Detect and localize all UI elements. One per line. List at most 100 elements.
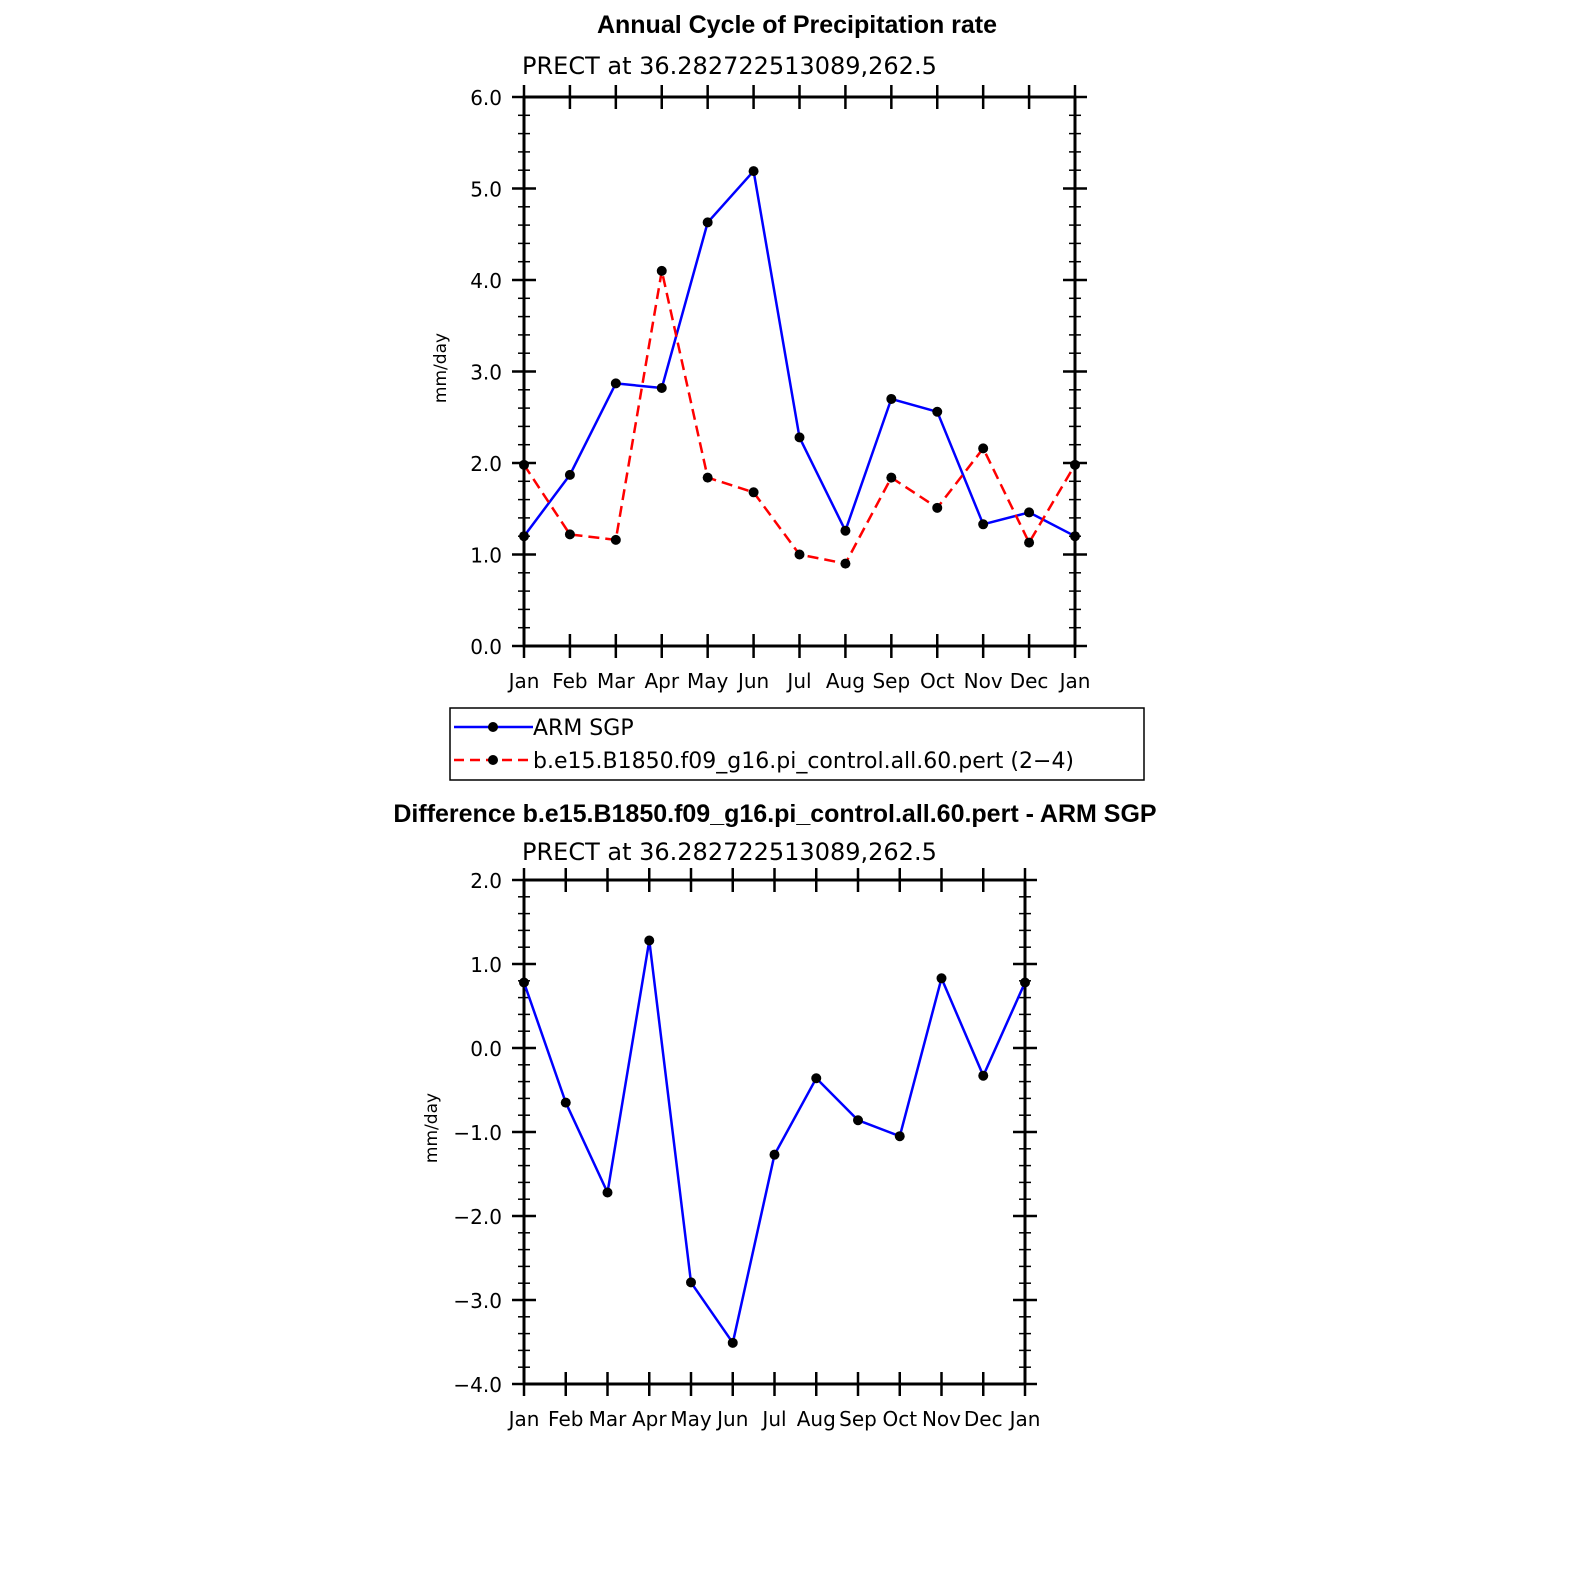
legend-label-model: b.e15.B1850.f09_g16.pi_control.all.60.pe…	[533, 749, 1074, 774]
chart-1-series-0-point	[519, 531, 529, 542]
chart-1-series-1-point	[886, 472, 897, 483]
chart-1-ytick-label: 2.0	[470, 452, 502, 476]
chart-2-xtick-label: Oct	[882, 1407, 917, 1431]
chart-1-series-0-point	[1024, 507, 1035, 518]
chart-1-xtick-label: Mar	[597, 669, 636, 693]
chart-2-series-0-point	[602, 1187, 613, 1198]
chart-1-series-0-point	[932, 406, 943, 417]
chart-difference: Difference b.e15.B1850.f09_g16.pi_contro…	[393, 800, 1156, 1431]
chart-1-ytick-label: 4.0	[470, 269, 502, 293]
legend: ARM SGP b.e15.B1850.f09_g16.pi_control.a…	[449, 707, 1145, 781]
chart-2-frame	[522, 878, 1027, 1386]
chart-2-series-0-point	[853, 1115, 863, 1126]
chart-2-xtick-label: Jul	[760, 1407, 786, 1431]
chart-2-xtick-label: Dec	[964, 1407, 1003, 1431]
chart-2-series-0-point	[644, 935, 655, 946]
chart-1-series-0-point	[702, 217, 713, 228]
chart-2-series-0-point	[978, 1070, 989, 1081]
chart-1-series-line-0	[522, 169, 1076, 538]
chart-2-xtick-label: Nov	[922, 1407, 961, 1431]
chart-1-xtick-label: Sep	[872, 669, 910, 693]
chart-1-series-1-point	[840, 558, 851, 569]
chart-1-frame	[522, 95, 1077, 648]
chart-2-subtitle: PRECT at 36.282722513089,262.5	[522, 838, 937, 866]
chart-2-series-0-point	[811, 1073, 822, 1084]
chart-1-series-0-point	[840, 525, 851, 536]
chart-1-xtick-label: Apr	[644, 669, 679, 693]
chart-1-series-1-point	[702, 472, 713, 483]
chart-1-series-0-point	[886, 393, 897, 404]
chart-2-series-0-point	[686, 1277, 696, 1288]
chart-1-subtitle: PRECT at 36.282722513089,262.5	[522, 52, 937, 80]
chart-1-xtick-label: Jan	[1058, 669, 1091, 693]
chart-1-xtick-label: Dec	[1010, 669, 1049, 693]
chart-2-series-0-point	[560, 1097, 571, 1108]
chart-2-ytick-label: −2.0	[453, 1205, 502, 1229]
chart-1-series-0-point	[748, 166, 759, 177]
chart-1-series-0-point	[564, 469, 575, 480]
chart-2-ytick-label: 1.0	[470, 953, 502, 977]
chart-1-series-0-point	[656, 382, 667, 393]
chart-1-series-1-point	[519, 459, 529, 470]
chart-2-series-0-point	[894, 1131, 905, 1142]
chart-1-series	[519, 166, 1080, 569]
legend-box	[449, 707, 1145, 781]
chart-2-ytick-label: 2.0	[470, 869, 502, 893]
chart-1-series-1-point	[794, 549, 805, 560]
chart-1-ytick-label: 1.0	[470, 544, 502, 568]
chart-1-series-0-point	[978, 519, 989, 530]
chart-1-title: Annual Cycle of Precipitation rate	[597, 11, 997, 39]
chart-2-xtick-label: Sep	[839, 1407, 877, 1431]
chart-2-xtick-label: Feb	[548, 1407, 583, 1431]
chart-2-xtick-label: Jan	[507, 1407, 540, 1431]
chart-1-xtick-label: Aug	[826, 669, 865, 693]
chart-2-series-0-point	[1020, 977, 1030, 988]
legend-label-arm-sgp: ARM SGP	[533, 716, 634, 741]
chart-2-xtick-label: Jun	[715, 1407, 748, 1431]
chart-2-ytick-label: 0.0	[470, 1037, 502, 1061]
chart-1-xtick-label: May	[687, 669, 729, 693]
chart-1-ytick-label: 5.0	[470, 178, 502, 202]
chart-1-series-1-point	[610, 534, 621, 545]
chart-1-ytick-label: 3.0	[470, 361, 502, 385]
chart-2-xtick-label: Apr	[632, 1407, 667, 1431]
chart-1-series-1-point	[656, 265, 667, 276]
chart-2-series-0-point	[936, 973, 947, 984]
chart-1-xtick-label: Feb	[552, 669, 587, 693]
chart-1-ylabel: mm/day	[431, 333, 451, 403]
chart-1-xtick-label: Oct	[920, 669, 955, 693]
chart-2-xtick-label: Mar	[589, 1407, 628, 1431]
legend-marker-arm-sgp	[488, 722, 498, 732]
chart-2-title: Difference b.e15.B1850.f09_g16.pi_contro…	[393, 800, 1156, 828]
chart-1-xtick-label: Nov	[964, 669, 1003, 693]
chart-1-axes: 0.0 1.0 2.0 3.0 4.0 5.0 6.0 Jan Feb Mar Apr May Jun J…	[470, 85, 1090, 693]
chart-2-xtick-label: Aug	[797, 1407, 836, 1431]
chart-1-series-line-1	[522, 269, 1077, 565]
chart-2-axes: −4.0 −3.0 −2.0 −1.0 0.0 1.0 2.0 Jan Feb Mar Apr May…	[453, 868, 1040, 1431]
chart-1-xtick-label: Jul	[785, 669, 811, 693]
chart-1-ytick-label: 6.0	[470, 86, 502, 110]
chart-2-ylabel: mm/day	[422, 1093, 442, 1163]
chart-2-series-line-0	[522, 939, 1027, 1345]
chart-2-series	[519, 935, 1030, 1348]
chart-2-xtick-label: Jan	[1008, 1407, 1041, 1431]
chart-1-series-1-point	[1024, 537, 1035, 548]
chart-1-series-1-point	[932, 502, 943, 513]
legend-marker-model	[488, 755, 498, 765]
chart-2-series-0-point	[519, 977, 529, 988]
chart-1-series-1-point	[748, 487, 759, 498]
chart-1-series-0-point	[794, 432, 805, 443]
chart-1-xtick-label: Jun	[736, 669, 769, 693]
chart-1-series-0-point	[610, 378, 621, 389]
chart-2-ytick-label: −1.0	[453, 1121, 502, 1145]
chart-1-series-1-point	[564, 529, 575, 540]
chart-2-xtick-label: May	[670, 1407, 712, 1431]
chart-annual-cycle: Annual Cycle of Precipitation rate PRECT…	[431, 11, 1090, 693]
chart-1-series-0-point	[1070, 531, 1080, 542]
chart-1-series-1-point	[978, 443, 989, 454]
chart-1-ytick-label: 0.0	[470, 635, 502, 659]
chart-1-series-1-point	[1070, 459, 1080, 470]
chart-2-series-0-point	[727, 1337, 738, 1348]
chart-2-series-0-point	[769, 1149, 780, 1160]
